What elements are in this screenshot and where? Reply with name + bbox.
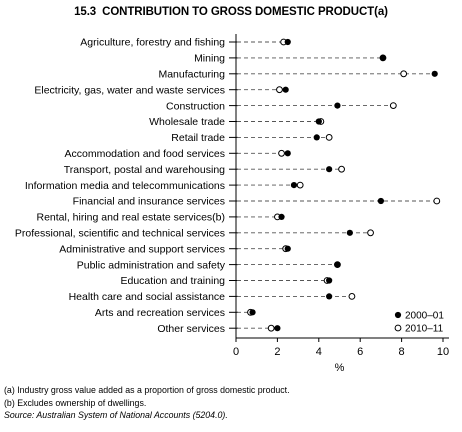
category-label: Other services (157, 323, 225, 335)
category-label: Mining (194, 53, 225, 65)
filled-marker-2000-01 (334, 102, 341, 109)
open-marker-2010-11 (348, 293, 356, 300)
x-axis-title: % (335, 362, 345, 374)
legend-marker-2000-01 (394, 311, 402, 319)
footnote-a: (a) Industry gross value added as a prop… (4, 385, 290, 395)
open-marker-2010-11 (276, 86, 283, 94)
filled-marker-2000-01 (346, 229, 353, 236)
category-label: Professional, scientific and technical s… (15, 228, 225, 240)
x-tick-label: 8 (399, 346, 405, 358)
category-label: Administrative and support services (59, 243, 225, 255)
category-label: Arts and recreation services (95, 307, 225, 319)
open-marker-2010-11 (400, 70, 408, 78)
source-note: Source: Australian System of National Ac… (4, 410, 228, 420)
footnote-b: (b) Excludes ownership of dwellings. (4, 397, 147, 408)
category-label: Health care and social assistance (69, 291, 226, 303)
x-tick-label: 0 (233, 346, 239, 358)
open-marker-2010-11 (296, 181, 304, 189)
filled-marker-2000-01 (249, 309, 256, 316)
filled-marker-2000-01 (334, 261, 341, 268)
filled-marker-2000-01 (326, 277, 333, 284)
category-label: Information media and telecommunications (25, 180, 225, 192)
open-marker-2010-11 (367, 229, 374, 237)
open-marker-2010-11 (267, 324, 275, 332)
category-label: Electricity, gas, water and waste servic… (34, 84, 225, 96)
category-label: Education and training (121, 275, 226, 287)
category-label: Agriculture, forestry and fishing (80, 37, 225, 49)
legend-label-2000-01: 2000–01 (405, 311, 444, 322)
figure-number: 15.3 (74, 6, 97, 18)
filled-marker-2000-01 (313, 134, 320, 141)
filled-marker-2000-01 (282, 86, 289, 93)
chart-title: 15.3 CONTRIBUTION TO GROSS DOMESTIC PRODU… (0, 6, 462, 18)
open-marker-2010-11 (389, 102, 397, 109)
figure-title: CONTRIBUTION TO GROSS DOMESTIC PRODUCT(a… (102, 6, 388, 18)
category-label: Public administration and safety (77, 259, 226, 271)
filled-marker-2000-01 (326, 166, 333, 173)
filled-marker-2000-01 (274, 325, 281, 332)
filled-marker-2000-01 (278, 213, 285, 220)
x-tick-label: 10 (437, 346, 449, 358)
filled-marker-2000-01 (315, 118, 322, 125)
legend-marker-2010-11 (394, 324, 402, 332)
filled-marker-2000-01 (284, 245, 291, 252)
x-tick-label: 2 (274, 346, 280, 358)
category-label: Transport, postal and warehousing (64, 164, 225, 176)
filled-marker-2000-01 (431, 70, 438, 77)
open-marker-2010-11 (278, 149, 285, 157)
filled-marker-2000-01 (326, 293, 333, 300)
open-marker-2010-11 (338, 165, 345, 173)
category-label: Construction (166, 100, 225, 112)
category-label: Accommodation and food services (65, 148, 226, 160)
category-label: Manufacturing (158, 69, 225, 81)
filled-marker-2000-01 (377, 197, 384, 205)
legend-label-2010-11: 2010–11 (405, 324, 444, 335)
category-label: Retail trade (171, 132, 225, 144)
filled-marker-2000-01 (290, 182, 298, 189)
x-tick-label: 6 (357, 346, 363, 358)
x-tick-label: 4 (316, 346, 322, 358)
open-marker-2010-11 (433, 197, 441, 205)
category-label: Financial and insurance services (73, 196, 225, 208)
filled-marker-2000-01 (379, 54, 387, 62)
filled-marker-2000-01 (284, 150, 291, 157)
category-label: Wholesale trade (149, 116, 225, 128)
footnotes: (a) Industry gross value added as a prop… (4, 384, 459, 422)
category-label: Rental, hiring and real estate services(… (36, 212, 225, 224)
open-marker-2010-11 (325, 134, 333, 141)
filled-marker-2000-01 (284, 38, 291, 46)
